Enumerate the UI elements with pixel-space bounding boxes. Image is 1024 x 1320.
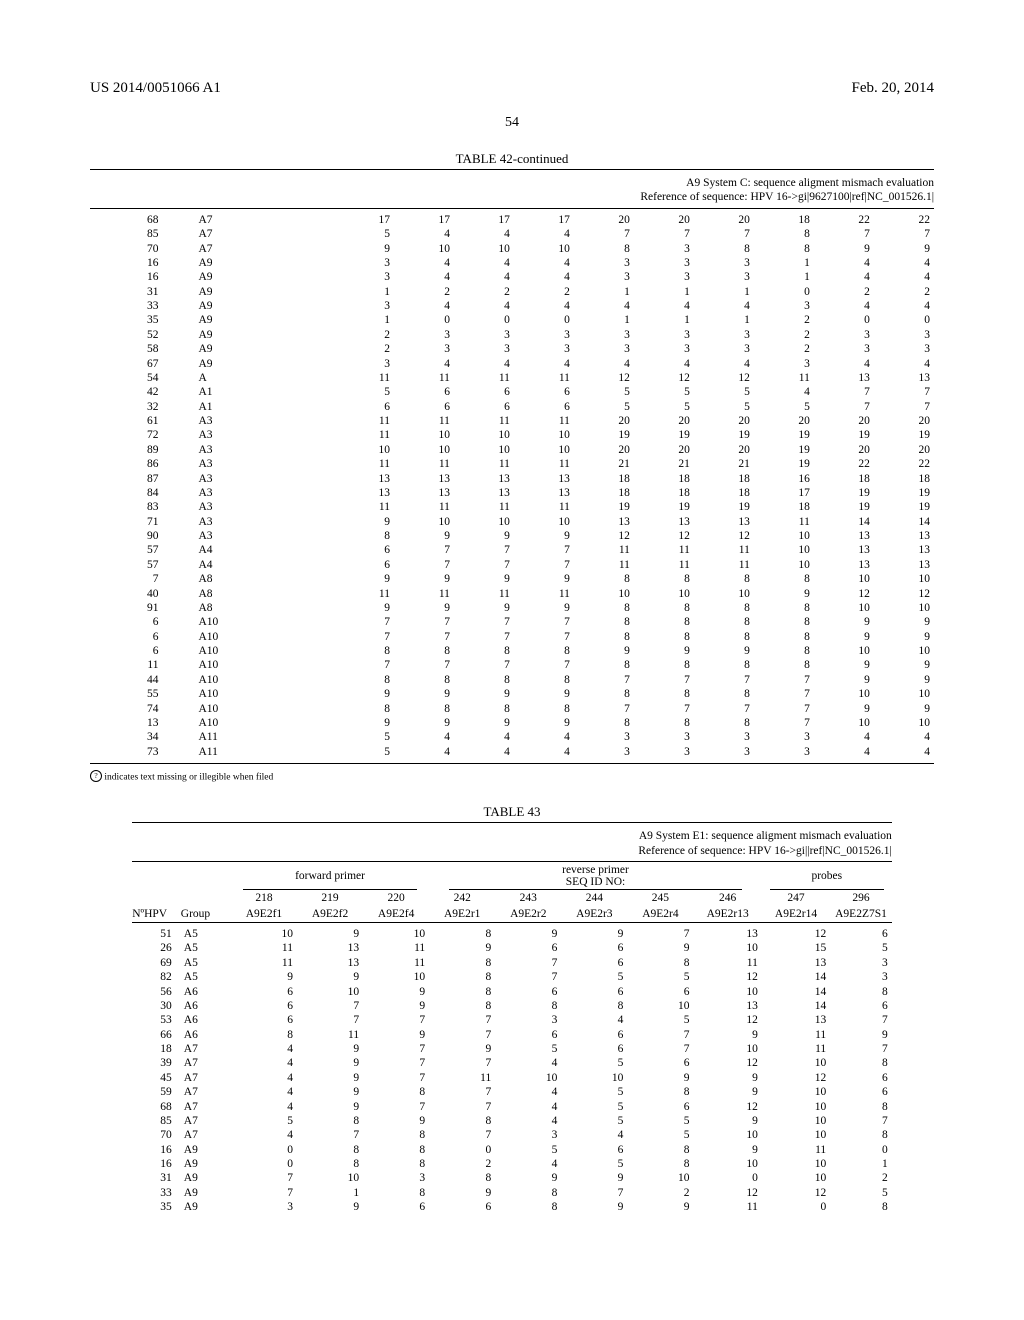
table-row: 16A9088245810101 [132, 1157, 892, 1171]
table42: A9 System C: sequence aligment mismach e… [90, 169, 934, 764]
table-row: 7A8999988881010 [90, 572, 934, 586]
table-row: 32A16666555577 [90, 400, 934, 414]
table-row: 82A59910875512143 [132, 970, 892, 984]
publication-date: Feb. 20, 2014 [852, 80, 935, 97]
table42-footnote: ? indicates text missing or illegible wh… [90, 770, 934, 782]
table-row: 58A92333333233 [90, 342, 934, 356]
table-row: 34A115444333344 [90, 730, 934, 744]
table43: A9 System E1: sequence aligment mismach … [132, 822, 892, 1214]
illegible-symbol-icon: ? [90, 770, 102, 782]
table-row: 85A75444777877 [90, 227, 934, 241]
table-row: 56A66109866610148 [132, 985, 892, 999]
table-row: 54A11111111121212111313 [90, 371, 934, 385]
table-row: 59A749874589106 [132, 1085, 892, 1099]
table-row: 73A115444333344 [90, 745, 934, 759]
table-row: 40A81111111110101091212 [90, 587, 934, 601]
table-row: 26A5111311966910155 [132, 941, 892, 955]
table-row: 67A93444444344 [90, 357, 934, 371]
table-row: 70A79101010838899 [90, 242, 934, 256]
table-row: 68A7497745612108 [132, 1100, 892, 1114]
table42-subtitle1: A9 System C: sequence aligment mismach e… [90, 173, 934, 190]
table-row: 86A311111111212121192222 [90, 457, 934, 471]
table43-caption: TABLE 43 [132, 804, 892, 820]
table-row: 44A108888777799 [90, 673, 934, 687]
table-row: 16A93444333144 [90, 270, 934, 284]
table-row: 39A7497745612108 [132, 1056, 892, 1070]
hdr-reverse-primer: reverse primer [562, 864, 629, 876]
table-row: 51A510910899713126 [132, 927, 892, 941]
table-row: 16A93444333144 [90, 256, 934, 270]
hdr-forward-primer: forward primer [231, 862, 429, 891]
table-row: 87A313131313181818161818 [90, 472, 934, 486]
table42-caption: TABLE 42-continued [90, 151, 934, 167]
table-row: 83A311111111191919181919 [90, 500, 934, 514]
table-row: 11A107777888899 [90, 658, 934, 672]
table-row: 31A97103899100102 [132, 1171, 892, 1185]
table-row: 18A7497956710117 [132, 1042, 892, 1056]
table-row: 53A6677734512137 [132, 1013, 892, 1027]
table-row: 55A10999988871010 [90, 687, 934, 701]
table43-subtitle2: Reference of sequence: HPV 16->gi||ref|N… [132, 844, 892, 862]
table-row: 90A38999121212101313 [90, 529, 934, 543]
table-row: 61A311111111202020202020 [90, 414, 934, 428]
table-row: 84A313131313181818171919 [90, 486, 934, 500]
table-row: 91A8999988881010 [90, 601, 934, 615]
page-number: 54 [90, 115, 934, 131]
table-row: 68A717171717202020182222 [90, 213, 934, 227]
table-row: 6A107777888899 [90, 615, 934, 629]
table-row: 33A9718987212125 [132, 1186, 892, 1200]
table-row: 70A7478734510108 [132, 1128, 892, 1142]
table-row: 72A311101010191919191919 [90, 428, 934, 442]
table-row: 33A93444444344 [90, 299, 934, 313]
table-row: 13A10999988871010 [90, 716, 934, 730]
table-row: 57A46777111111101313 [90, 543, 934, 557]
table-row: 30A66798881013146 [132, 999, 892, 1013]
table42-subtitle2: Reference of sequence: HPV 16->gi|962710… [90, 190, 934, 208]
table-row: 31A91222111022 [90, 285, 934, 299]
table-row: 71A39101010131313111414 [90, 515, 934, 529]
hdr-probes: probes [762, 862, 892, 891]
table-row: 69A5111311876811133 [132, 956, 892, 970]
table-row: 42A15666555477 [90, 385, 934, 399]
table-row: 89A310101010202020192020 [90, 443, 934, 457]
table-row: 52A92333333233 [90, 328, 934, 342]
table-row: 66A6811976679119 [132, 1028, 892, 1042]
hdr-seq-id: SEQ ID NO: [566, 876, 625, 888]
table-row: 85A758984559107 [132, 1114, 892, 1128]
table-row: 35A939668991108 [132, 1200, 892, 1214]
table-row: 6A10888899981010 [90, 644, 934, 658]
publication-number: US 2014/0051066 A1 [90, 80, 221, 97]
table-row: 35A91000111200 [90, 313, 934, 327]
table-row: 16A908805689110 [132, 1143, 892, 1157]
table-row: 57A46777111111101313 [90, 558, 934, 572]
table-row: 6A107777888899 [90, 630, 934, 644]
table-row: 74A108888777799 [90, 702, 934, 716]
table-row: 45A749711101099126 [132, 1071, 892, 1085]
table43-subtitle1: A9 System E1: sequence aligment mismach … [132, 826, 892, 843]
